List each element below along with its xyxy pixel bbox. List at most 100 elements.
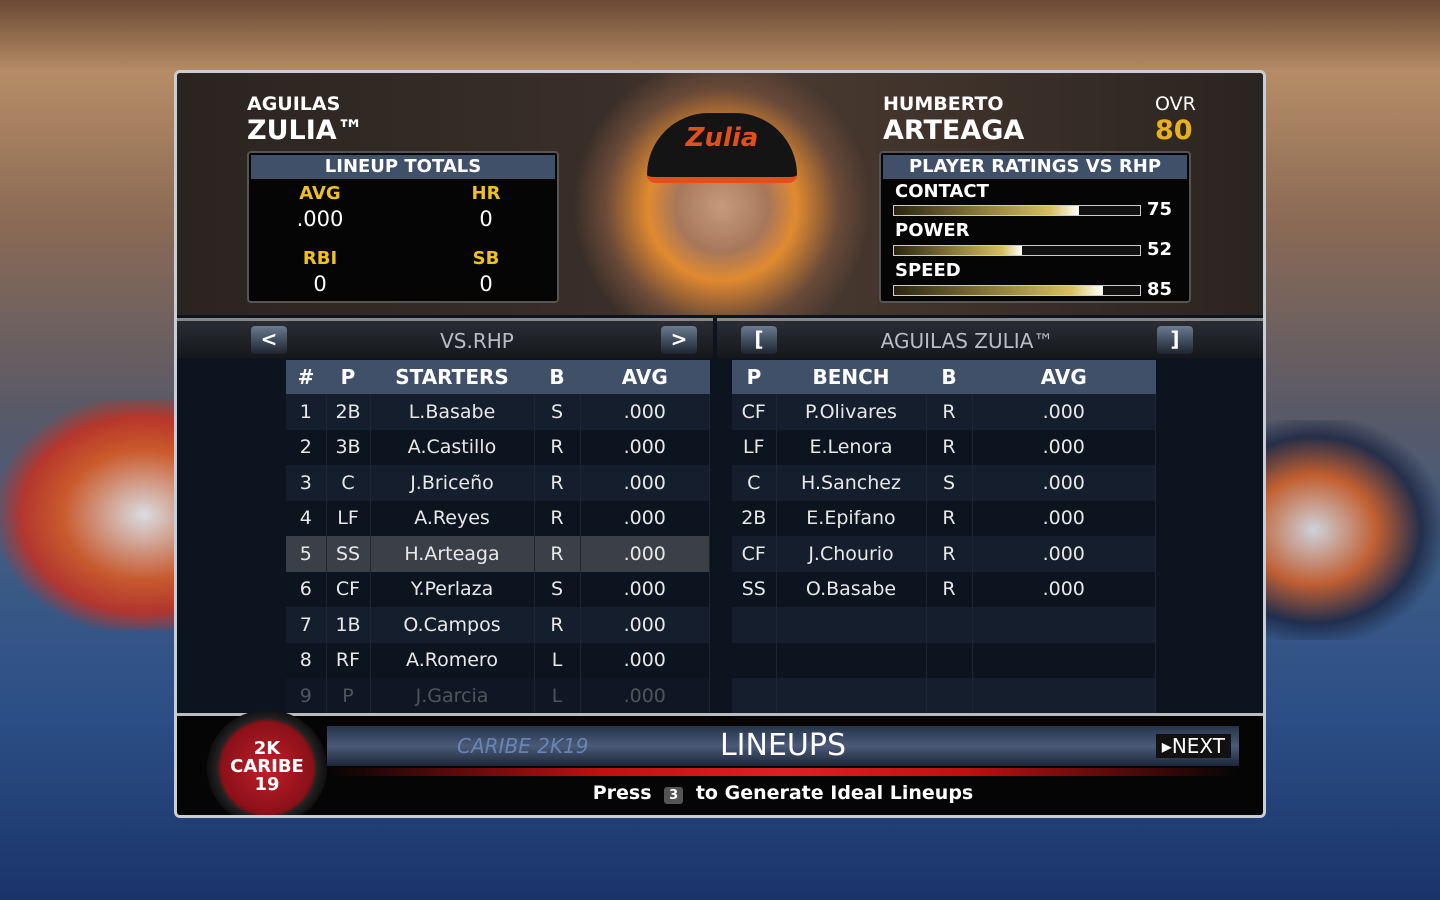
background-logo-right (1260, 420, 1440, 640)
speed-value: 85 (1147, 279, 1173, 300)
cell-avg: .000 (580, 394, 710, 430)
cell-order: 1 (286, 394, 327, 430)
cell-order: 2 (286, 429, 327, 465)
cell-position (732, 642, 777, 678)
lineup-totals-title: LINEUP TOTALS (251, 155, 555, 179)
table-row[interactable]: 9 P J.Garcia L .000 (286, 678, 710, 714)
cell-bats: R (534, 429, 581, 465)
team-city: AGUILAS (247, 93, 341, 115)
cell-bats: R (926, 500, 973, 536)
starters-table: # P STARTERS B AVG 1 2B L.Basabe S .000 2 3B A.Casti… (286, 360, 710, 714)
cell-bats: R (534, 465, 581, 501)
cell-bats (926, 607, 973, 643)
cell-name: A.Castillo (370, 429, 535, 465)
table-row[interactable] (732, 607, 1156, 643)
table-row[interactable]: 7 1B O.Campos R .000 (286, 607, 710, 643)
cell-bats: R (926, 429, 973, 465)
next-team-button[interactable]: ] (1157, 326, 1193, 354)
lineup-type-title: VS.RHP (440, 329, 514, 353)
column-header-order: # (286, 360, 326, 394)
cell-bats: R (926, 394, 973, 430)
table-row[interactable]: CF P.Olivares R .000 (732, 394, 1156, 430)
cell-bats: R (926, 571, 973, 607)
column-header-avg: AVG (580, 360, 710, 394)
hint-text: Press 3 to Generate Ideal Lineups (327, 782, 1239, 804)
speed-bar (893, 285, 1141, 296)
sb-label: SB (472, 248, 500, 269)
play-arrow-icon: ▸ (1161, 734, 1172, 758)
cell-position (732, 678, 777, 714)
cell-position: CF (732, 394, 777, 430)
avg-value: .000 (296, 207, 344, 231)
screen-title-bar: CARIBE 2K19 LINEUPS ▸NEXT (327, 726, 1239, 766)
prev-lineup-button[interactable]: < (251, 326, 287, 354)
cell-order: 8 (286, 642, 327, 678)
divider (327, 768, 1239, 776)
cell-avg: .000 (972, 571, 1156, 607)
cell-name (776, 642, 927, 678)
cell-avg: .000 (580, 465, 710, 501)
cell-avg: .000 (580, 500, 710, 536)
cell-name: H.Arteaga (370, 536, 535, 572)
cell-position (732, 607, 777, 643)
next-lineup-button[interactable]: > (661, 326, 697, 354)
rbi-value: 0 (313, 272, 327, 296)
lineup-totals: LINEUP TOTALS AVG .000 HR 0 RBI 0 SB 0 (247, 151, 559, 303)
table-row[interactable]: 1 2B L.Basabe S .000 (286, 394, 710, 430)
table-row[interactable]: 3 C J.Briceño R .000 (286, 465, 710, 501)
key-3-icon: 3 (664, 787, 684, 804)
cell-position: 2B (732, 500, 777, 536)
cell-name: H.Sanchez (776, 465, 927, 501)
cell-bats: L (534, 678, 581, 714)
table-row[interactable]: 5 SS H.Arteaga R .000 (286, 536, 710, 572)
team-name: ZULIA™ (247, 115, 364, 146)
caribe-banner: CARIBE 2K19 (457, 734, 589, 758)
power-value: 52 (1147, 239, 1173, 260)
caribe-logo: 2K CARIBE 19 (207, 710, 327, 815)
cell-name: E.Epifano (776, 500, 927, 536)
cell-name (776, 607, 927, 643)
cell-name: O.Basabe (776, 571, 927, 607)
cell-position: SS (732, 571, 777, 607)
cell-name: L.Basabe (370, 394, 535, 430)
lineup-panel: Zulia AGUILAS ZULIA™ LINEUP TOTALS AVG .… (174, 70, 1266, 818)
header: Zulia AGUILAS ZULIA™ LINEUP TOTALS AVG .… (177, 73, 1263, 315)
table-row[interactable]: 2B E.Epifano R .000 (732, 500, 1156, 536)
player-ratings-title: PLAYER RATINGS VS RHP (883, 155, 1187, 179)
column-header-avg: AVG (972, 360, 1156, 394)
player-first-name: HUMBERTO (883, 93, 1004, 115)
table-row[interactable]: LF E.Lenora R .000 (732, 429, 1156, 465)
bench-table: P BENCH B AVG CF P.Olivares R .000 LF E.Lenora R .0… (732, 360, 1156, 714)
column-header-position: P (326, 360, 370, 394)
table-row[interactable]: 8 RF A.Romero L .000 (286, 642, 710, 678)
sb-value: 0 (479, 272, 493, 296)
cell-name (776, 678, 927, 714)
cell-name: A.Reyes (370, 500, 535, 536)
table-row[interactable] (732, 642, 1156, 678)
table-row[interactable]: 4 LF A.Reyes R .000 (286, 500, 710, 536)
table-row[interactable]: 2 3B A.Castillo R .000 (286, 429, 710, 465)
cell-avg: .000 (580, 642, 710, 678)
cell-avg: .000 (580, 571, 710, 607)
next-button[interactable]: ▸NEXT (1155, 734, 1231, 758)
cell-bats: R (534, 607, 581, 643)
table-row[interactable]: SS O.Basabe R .000 (732, 571, 1156, 607)
cell-bats: R (534, 500, 581, 536)
cell-name: E.Lenora (776, 429, 927, 465)
table-row[interactable]: 6 CF Y.Perlaza S .000 (286, 571, 710, 607)
table-row[interactable]: C H.Sanchez S .000 (732, 465, 1156, 501)
cell-position: C (326, 465, 371, 501)
cell-position: RF (326, 642, 371, 678)
table-row[interactable] (732, 678, 1156, 714)
cell-avg: .000 (972, 394, 1156, 430)
cell-avg: .000 (972, 429, 1156, 465)
player-photo (557, 73, 887, 315)
prev-team-button[interactable]: [ (741, 326, 777, 354)
table-row[interactable]: CF J.Chourio R .000 (732, 536, 1156, 572)
hint-press: Press (592, 782, 652, 804)
cell-position: LF (326, 500, 371, 536)
hr-value: 0 (479, 207, 493, 231)
column-header-bats: B (534, 360, 580, 394)
cell-bats: R (534, 536, 581, 572)
player-cap: Zulia (647, 113, 797, 183)
